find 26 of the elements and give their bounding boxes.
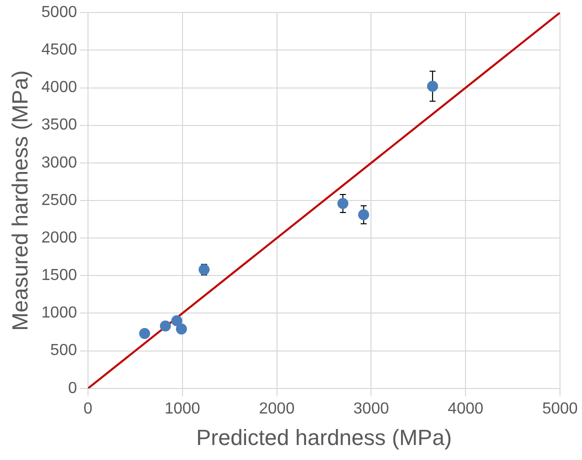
x-tick-label: 1000	[164, 400, 200, 418]
point	[160, 320, 171, 332]
y-tick-label: 2500	[41, 192, 78, 209]
x-tick-label: 0	[84, 400, 93, 418]
x-axis-title: Predicted hardness (MPa)	[196, 424, 452, 450]
y-tick-label: 3000	[41, 154, 78, 172]
y-tick-label: 4500	[41, 42, 78, 59]
x-tick-label: 5000	[542, 400, 578, 418]
y-tick-label: 1500	[41, 267, 78, 284]
point	[427, 80, 438, 92]
point	[337, 198, 348, 210]
y-tick-label: 3500	[41, 116, 78, 134]
x-tick-label: 4000	[448, 400, 484, 418]
point	[139, 328, 150, 340]
y-tick-label: 5000	[41, 4, 78, 22]
point	[358, 209, 370, 220]
y-tick-label: 2000	[41, 229, 78, 246]
x-tick-label: 3000	[353, 400, 390, 418]
x-tick-label: 2000	[259, 400, 295, 418]
y-tick-label: 500	[50, 342, 78, 360]
y-tick-label: 0	[68, 380, 78, 397]
y-tick-label: 1000	[41, 304, 78, 322]
y-tick-label: 4000	[41, 79, 78, 96]
point	[176, 324, 187, 335]
point	[171, 315, 182, 326]
y-axis-title: Measured hardness (MPa)	[7, 70, 32, 331]
